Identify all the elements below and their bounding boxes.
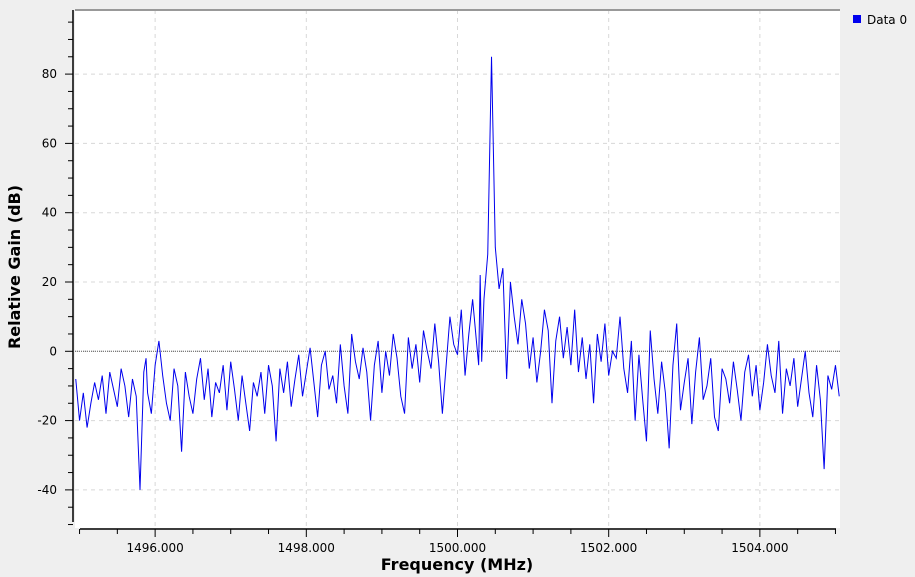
y-axis-title: Relative Gain (dB)	[5, 185, 24, 349]
x-axis-title: Frequency (MHz)	[381, 555, 533, 574]
y-axis-ticks: -40 -20 0 20 40 60 80	[37, 21, 73, 526]
x-tick-label: 1504.000	[731, 541, 788, 555]
legend[interactable]: Data 0	[853, 13, 907, 27]
y-tick-label: 40	[42, 206, 57, 220]
x-tick-label: 1500.000	[429, 541, 486, 555]
grid-lines	[75, 10, 840, 528]
y-tick-label: -40	[37, 483, 57, 497]
x-axis-ticks: 1496.000 1498.000 1500.000 1502.000 1504.000	[79, 529, 836, 555]
x-tick-label: 1496.000	[126, 541, 183, 555]
y-tick-label: 0	[49, 344, 57, 358]
data-0-series-line	[75, 56, 840, 490]
x-tick-label: 1502.000	[580, 541, 637, 555]
y-tick-label: 80	[42, 67, 57, 81]
legend-swatch-data-0	[853, 15, 861, 23]
y-tick-label: 20	[42, 275, 57, 289]
y-tick-label: 60	[42, 136, 57, 150]
y-tick-label: -20	[37, 414, 57, 428]
x-tick-label: 1498.000	[278, 541, 335, 555]
legend-label-data-0: Data 0	[867, 13, 907, 27]
